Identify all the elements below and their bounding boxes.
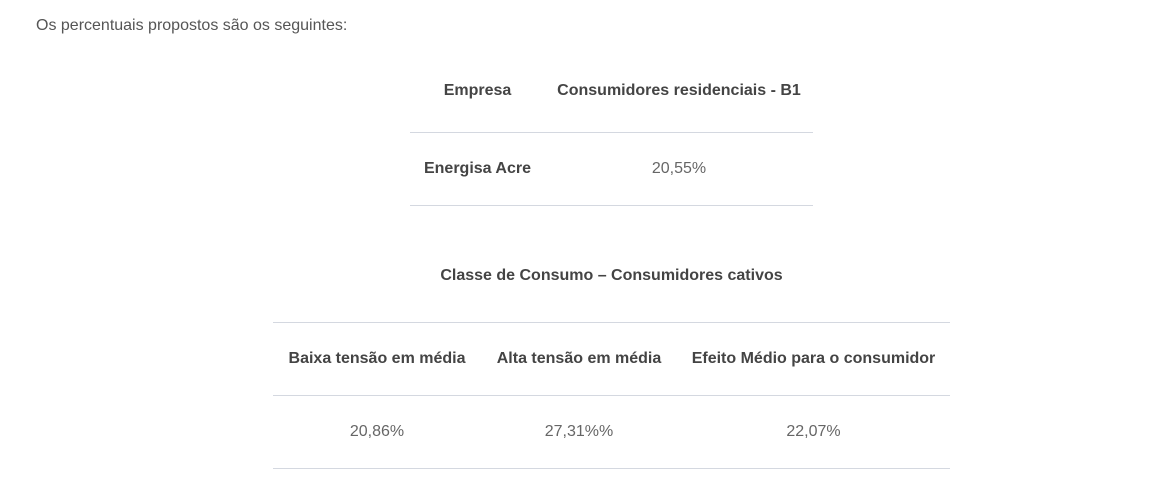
header-baixa-tensao: Baixa tensão em média xyxy=(273,322,481,396)
cell-efeito-medio: 22,07% xyxy=(677,395,950,469)
header-residenciais: Consumidores residenciais - B1 xyxy=(557,82,801,99)
header-efeito-medio: Efeito Médio para o consumidor xyxy=(677,322,950,396)
table-header-row: Baixa tensão em média Alta tensão em méd… xyxy=(273,322,950,396)
table-row: Energisa Acre 20,55% xyxy=(410,132,813,206)
cell-alta-tensao: 27,31%% xyxy=(481,395,677,469)
table-header-row: Empresa Consumidores residenciais - B1 xyxy=(410,50,813,133)
header-alta-tensao: Alta tensão em média xyxy=(481,322,677,396)
consumption-class-table: Baixa tensão em média Alta tensão em méd… xyxy=(273,322,950,469)
table-row: 20,86% 27,31%% 22,07% xyxy=(273,395,950,469)
cell-value: 20,55% xyxy=(545,132,813,206)
cell-baixa-tensao: 20,86% xyxy=(273,395,481,469)
intro-text: Os percentuais propostos são os seguinte… xyxy=(36,17,348,34)
company-table: Empresa Consumidores residenciais - B1 E… xyxy=(410,50,813,206)
header-empresa: Empresa xyxy=(443,82,512,99)
table-caption: Classe de Consumo – Consumidores cativos xyxy=(440,267,783,284)
cell-company: Energisa Acre xyxy=(410,132,545,206)
